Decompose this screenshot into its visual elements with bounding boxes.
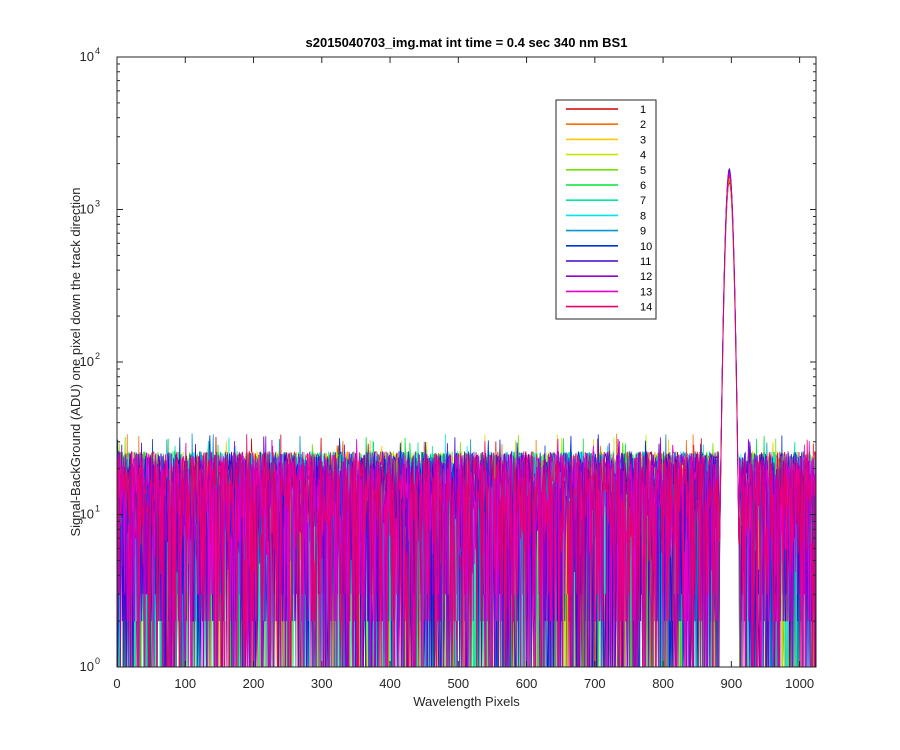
y-axis-label: Signal-BackGround (ADU) one pixel down t… xyxy=(68,187,83,536)
x-axis-label: Wavelength Pixels xyxy=(413,694,520,709)
chart-title: s2015040703_img.mat int time = 0.4 sec 3… xyxy=(306,35,628,50)
x-tick-label: 900 xyxy=(721,676,743,691)
y-tick-exponent: 4 xyxy=(95,46,100,56)
y-tick-exponent: 0 xyxy=(95,656,100,666)
x-tick-label: 400 xyxy=(379,676,401,691)
legend-label-14: 14 xyxy=(640,302,652,314)
y-tick-exponent: 1 xyxy=(95,504,100,514)
x-tick-label: 200 xyxy=(243,676,265,691)
x-tick-label: 0 xyxy=(113,676,120,691)
x-tick-label: 300 xyxy=(311,676,333,691)
legend-label-5: 5 xyxy=(640,165,646,177)
legend-label-2: 2 xyxy=(640,119,646,131)
legend-box xyxy=(555,99,657,320)
x-tick-label: 500 xyxy=(447,676,469,691)
legend-label-10: 10 xyxy=(640,241,652,253)
x-tick-label: 600 xyxy=(516,676,538,691)
legend-label-4: 4 xyxy=(640,150,646,162)
x-tick-label: 800 xyxy=(652,676,674,691)
x-tick-label: 700 xyxy=(584,676,606,691)
legend-label-1: 1 xyxy=(640,104,646,116)
y-tick-exponent: 3 xyxy=(95,199,100,209)
legend-label-8: 8 xyxy=(640,210,646,222)
legend-label-3: 3 xyxy=(640,134,646,146)
legend-label-12: 12 xyxy=(640,271,652,283)
series-line-14 xyxy=(117,175,816,668)
y-tick-exponent: 2 xyxy=(95,351,100,361)
x-axis-ticks: 0 100 200 300 400 500 600 700 800 900 1000 xyxy=(113,57,814,691)
legend-label-9: 9 xyxy=(640,226,646,238)
legend-label-6: 6 xyxy=(640,180,646,192)
legend-label-13: 13 xyxy=(640,286,652,298)
x-tick-label: 100 xyxy=(174,676,196,691)
legend-label-11: 11 xyxy=(640,256,651,268)
legend-label-7: 7 xyxy=(640,195,646,207)
x-tick-label: 1000 xyxy=(785,676,814,691)
